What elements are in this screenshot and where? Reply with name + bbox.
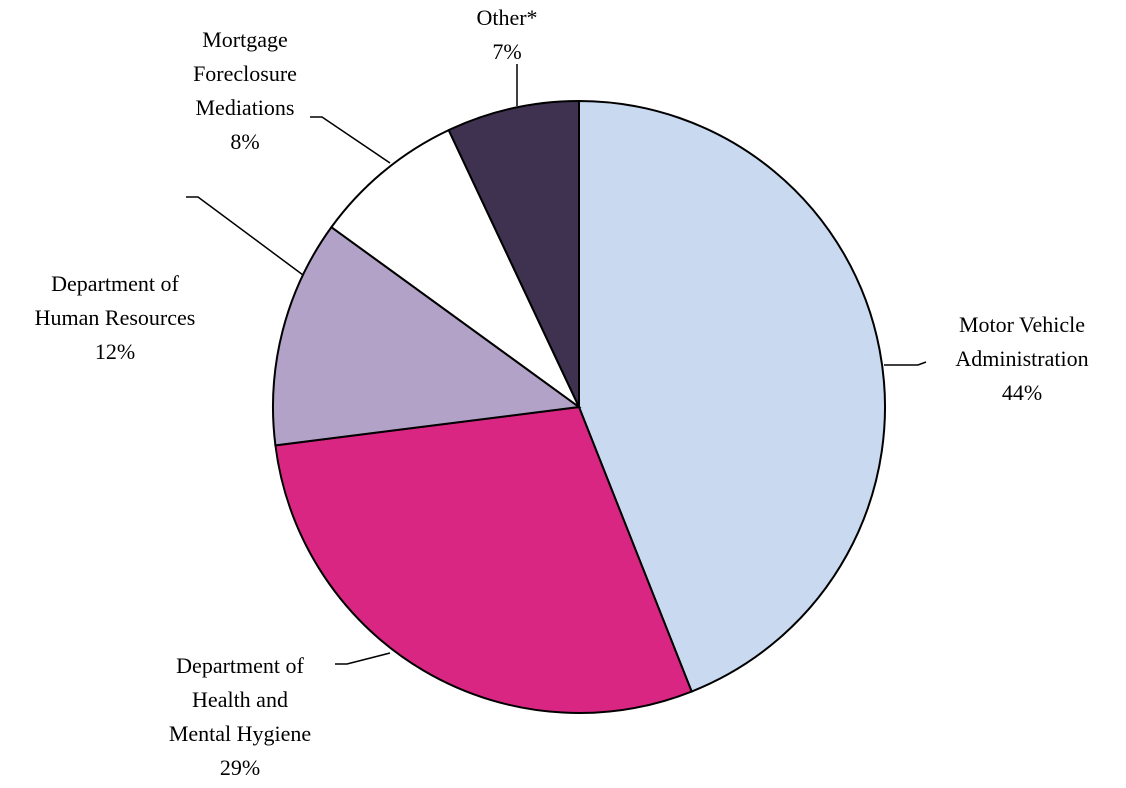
leader-line: [335, 652, 391, 665]
pie-slice: [447, 99, 580, 408]
pie-slice: [274, 405, 693, 714]
category-name: Other*: [476, 5, 538, 30]
value-label: 8%: [230, 129, 260, 154]
pie-slice: [578, 99, 886, 693]
slice-label: Motor Vehicle Administration 44%: [955, 308, 1088, 410]
category-name: Motor Vehicle Administration: [955, 312, 1089, 371]
slice-label: Department of Health and Mental Hygiene 2…: [169, 649, 311, 785]
slice-label: Department of Human Resources 12%: [35, 267, 196, 369]
category-name: Department of Health and Mental Hygiene: [168, 653, 312, 746]
pie-slice: [330, 128, 580, 408]
leader-line: [884, 361, 927, 366]
value-label: 44%: [1001, 380, 1043, 405]
value-label: 12%: [94, 339, 136, 364]
category-name: Mortgage Foreclosure Mediations: [193, 27, 297, 120]
slice-label: Other* 7%: [476, 1, 537, 69]
category-name: Department of Human Resources: [34, 271, 196, 330]
leader-line: [310, 116, 391, 164]
leader-line: [186, 196, 304, 276]
pie-slice: [272, 225, 582, 447]
slice-label: Mortgage Foreclosure Mediations 8%: [193, 23, 297, 159]
value-label: 29%: [219, 755, 261, 780]
value-label: 7%: [492, 39, 522, 64]
